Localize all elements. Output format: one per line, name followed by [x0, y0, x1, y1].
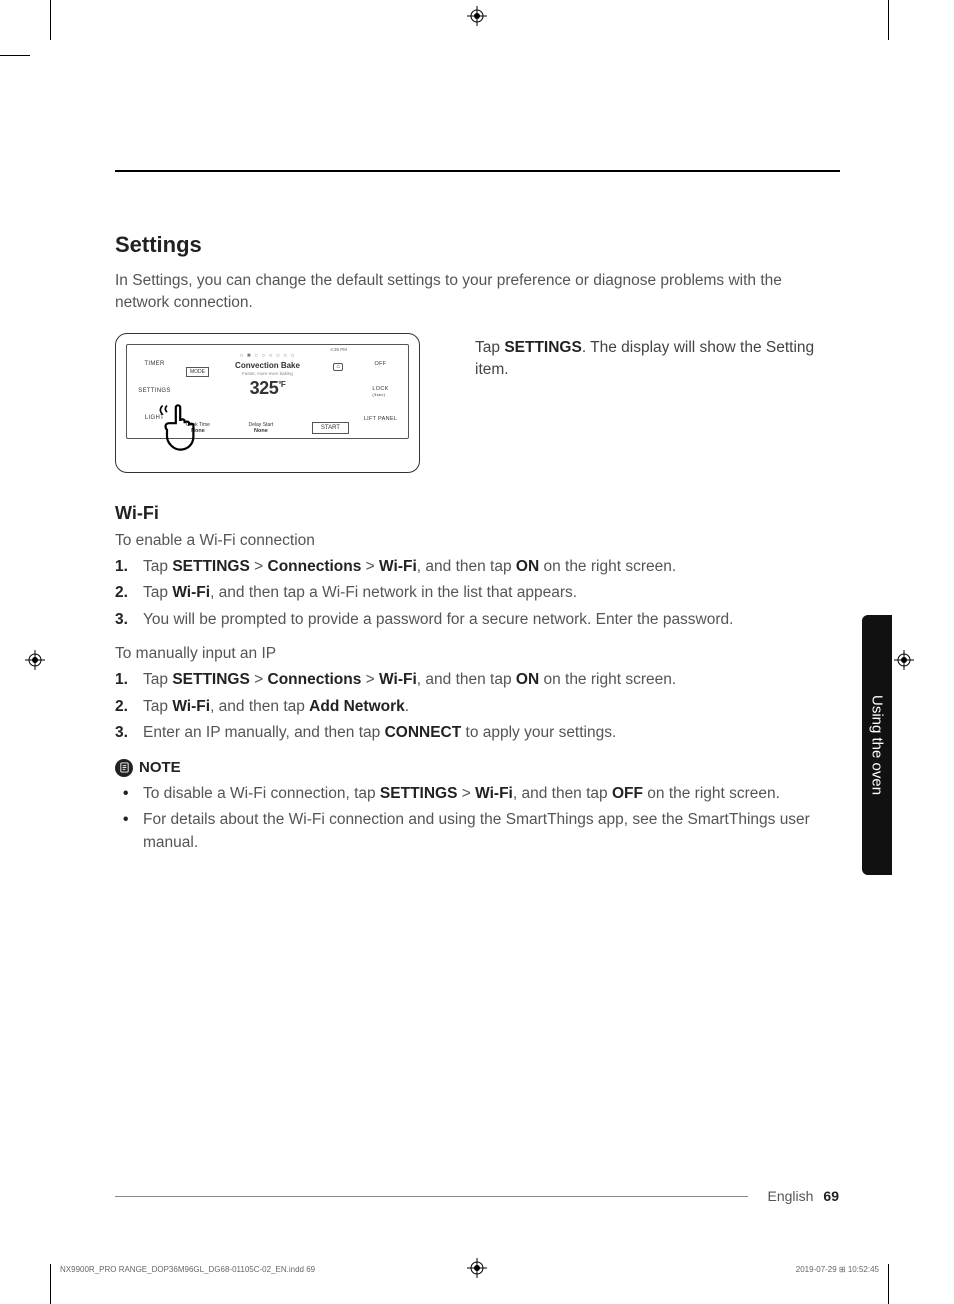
lock-label: LOCK (3sec) [372, 386, 388, 397]
crop-mark [50, 0, 51, 40]
figure-caption: Tap SETTINGS. The display will show the … [475, 333, 840, 382]
registration-mark-icon [894, 650, 914, 670]
enable-steps-list: 1.Tap SETTINGS > Connections > Wi-Fi, an… [115, 556, 840, 631]
tap-hand-icon [156, 399, 211, 454]
off-label: OFF [375, 361, 387, 367]
timer-label: TIMER [144, 361, 164, 367]
screen-right-column: OFF LOCK (3sec) LIFT PANEL [353, 345, 408, 438]
crop-mark [888, 0, 889, 40]
step-item: 3.Enter an IP manually, and then tap CON… [115, 722, 840, 744]
page-dots: ○ ■ ○ ○ ○ ○ ○ ○ [182, 353, 353, 359]
chapter-tab: Using the oven [862, 615, 892, 875]
footer-language: English [768, 1188, 814, 1204]
crop-mark [888, 1264, 889, 1304]
wifi-heading: Wi-Fi [115, 503, 840, 524]
ip-lead: To manually input an IP [115, 645, 840, 663]
page-footer: English 69 [115, 1188, 839, 1204]
enable-lead: To enable a Wi-Fi connection [115, 532, 840, 550]
step-item: 2.Tap Wi-Fi, and then tap a Wi-Fi networ… [115, 582, 840, 604]
registration-mark-icon [467, 6, 487, 26]
settings-label: SETTINGS [138, 388, 170, 394]
note-label: NOTE [139, 759, 181, 776]
lift-panel-label: LIFT PANEL [364, 416, 397, 422]
print-filename: NX9900R_PRO RANGE_DOP36M96GL_DG68-01105C… [60, 1265, 315, 1274]
footer-page-number: 69 [823, 1188, 839, 1204]
step-item: 3.You will be prompted to provide a pass… [115, 609, 840, 631]
registration-mark-icon [25, 650, 45, 670]
note-item: For details about the Wi-Fi connection a… [115, 809, 840, 854]
horizontal-rule [115, 170, 840, 172]
print-metadata: NX9900R_PRO RANGE_DOP36M96GL_DG68-01105C… [60, 1265, 879, 1274]
print-timestamp: 2019-07-29 ⊞ 10:52:45 [796, 1265, 879, 1274]
note-heading: NOTE [115, 759, 840, 777]
crop-mark [50, 1264, 51, 1304]
note-list: To disable a Wi-Fi connection, tap SETTI… [115, 783, 840, 854]
note-item: To disable a Wi-Fi connection, tap SETTI… [115, 783, 840, 805]
section-heading: Settings [115, 232, 840, 258]
step-item: 1.Tap SETTINGS > Connections > Wi-Fi, an… [115, 669, 840, 691]
delay-start: Delay Start None [249, 422, 274, 434]
temperature-value: 325°F [182, 378, 353, 399]
step-item: 2.Tap Wi-Fi, and then tap Add Network. [115, 696, 840, 718]
ip-steps-list: 1.Tap SETTINGS > Connections > Wi-Fi, an… [115, 669, 840, 744]
crop-mark [0, 55, 30, 56]
touchscreen-figure: TIMER SETTINGS LIGHT 4:35 PM ⌂ MODE ○ ■ … [115, 333, 420, 473]
section-intro: In Settings, you can change the default … [115, 270, 840, 315]
mode-indicator: MODE [186, 367, 209, 377]
step-item: 1.Tap SETTINGS > Connections > Wi-Fi, an… [115, 556, 840, 578]
wifi-badge-icon: ⌂ [333, 363, 343, 371]
status-time: 4:35 PM [330, 347, 347, 352]
start-button: START [312, 422, 349, 434]
note-icon [115, 759, 133, 777]
